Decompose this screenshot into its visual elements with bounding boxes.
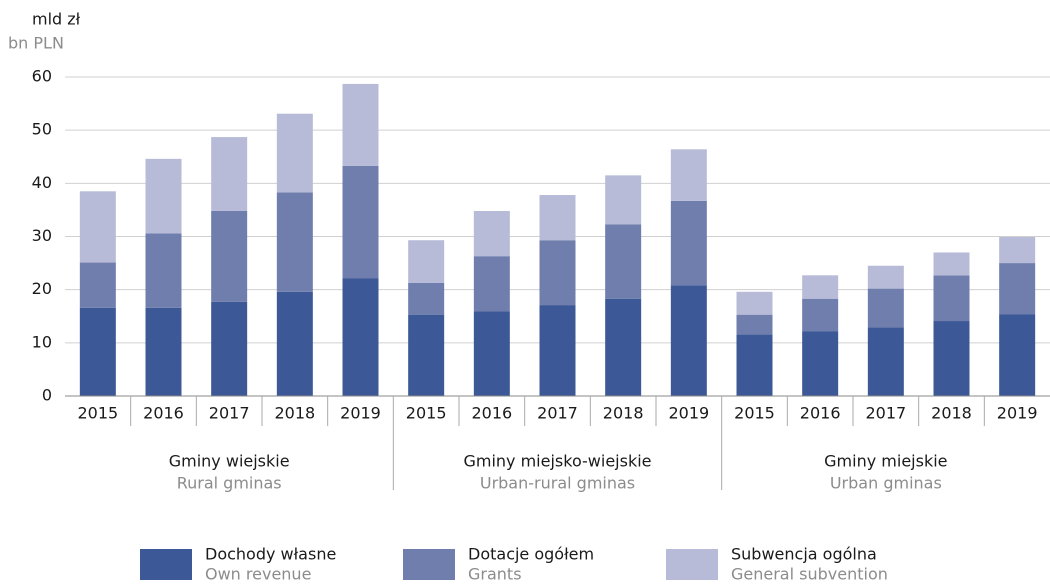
x-tick-label: 2018: [603, 404, 644, 423]
legend-swatch: [666, 549, 718, 580]
x-tick-label: 2017: [209, 404, 250, 423]
group-label-en: Rural gminas: [177, 474, 282, 493]
x-tick-label: 2016: [143, 404, 184, 423]
legend-label-en: Own revenue: [205, 565, 311, 584]
x-tick-label: 2018: [274, 404, 315, 423]
bar-segment: [736, 291, 773, 315]
legend-swatch: [140, 549, 192, 580]
bar-segment: [79, 307, 116, 396]
x-tick-label: 2017: [537, 404, 578, 423]
bar-segment: [539, 195, 576, 241]
bar-segment: [211, 137, 248, 211]
bar-segment: [473, 210, 510, 257]
bar-segment: [670, 149, 707, 201]
bar-segment: [539, 305, 576, 396]
bar-segment: [145, 233, 182, 308]
bar-segment: [605, 224, 642, 299]
bar-segment: [276, 113, 313, 193]
bar-segment: [408, 240, 445, 283]
group-label: Gminy miejskie: [824, 452, 947, 471]
legend-label-en: General subvention: [731, 565, 888, 584]
bar-segment: [670, 285, 707, 396]
y-tick-label: 30: [32, 226, 52, 245]
legend-label: Dotacje ogółem: [468, 545, 594, 564]
bar-segment: [211, 301, 248, 396]
group-label: Gminy miejsko-wiejskie: [463, 452, 651, 471]
y-tick-label: 0: [42, 386, 52, 405]
bar-segment: [605, 298, 642, 396]
bar-segment: [79, 262, 116, 308]
bar-segment: [933, 321, 970, 396]
group-label: Gminy wiejskie: [169, 452, 290, 471]
bar-segment: [473, 311, 510, 396]
y-tick-label: 10: [32, 332, 52, 351]
bar-segment: [342, 83, 379, 166]
bar-segment: [802, 331, 839, 396]
bar-segment: [999, 263, 1036, 315]
bar-segment: [342, 278, 379, 396]
y-tick-label: 40: [32, 173, 52, 192]
legend-label-en: Grants: [468, 565, 522, 584]
bar-segment: [79, 191, 116, 263]
bar-segment: [276, 291, 313, 396]
x-tick-label: 2015: [406, 404, 447, 423]
bar-segment: [605, 175, 642, 225]
bar-segment: [867, 288, 904, 328]
x-tick-label: 2019: [997, 404, 1038, 423]
bar-segment: [736, 314, 773, 335]
bar-segment: [999, 237, 1036, 264]
legend-label: Dochody własne: [205, 545, 336, 564]
bar-segment: [211, 210, 248, 302]
y-tick-label: 20: [32, 279, 52, 298]
bar-segment: [408, 282, 445, 315]
y-axis-label-en: bn PLN: [8, 34, 64, 53]
bar-segment: [867, 265, 904, 289]
bar-segment: [802, 275, 839, 299]
bar-segment: [408, 314, 445, 396]
legend-label: Subwencja ogólna: [731, 545, 877, 564]
bar-segment: [539, 240, 576, 306]
x-tick-label: 2016: [471, 404, 512, 423]
group-label-en: Urban-rural gminas: [480, 474, 635, 493]
x-tick-label: 2019: [668, 404, 709, 423]
x-tick-label: 2015: [77, 404, 118, 423]
x-tick-label: 2015: [734, 404, 775, 423]
bar-segment: [933, 275, 970, 322]
x-tick-label: 2019: [340, 404, 381, 423]
bar-segment: [802, 298, 839, 332]
x-tick-label: 2017: [865, 404, 906, 423]
bar-segment: [999, 314, 1036, 396]
bar-segment: [276, 192, 313, 292]
y-axis-label: mld zł: [32, 10, 81, 29]
y-tick-label: 50: [32, 120, 52, 139]
y-tick-label: 60: [32, 67, 52, 86]
bar-segment: [736, 334, 773, 396]
bar-segment: [145, 307, 182, 396]
bar-segment: [145, 158, 182, 234]
bar-segment: [342, 165, 379, 279]
bar-segment: [933, 252, 970, 276]
x-tick-label: 2016: [800, 404, 841, 423]
bar-segment: [670, 200, 707, 286]
legend-swatch: [403, 549, 455, 580]
bar-segment: [473, 256, 510, 312]
bar-segment: [867, 327, 904, 396]
group-label-en: Urban gminas: [830, 474, 942, 493]
x-tick-label: 2018: [931, 404, 972, 423]
